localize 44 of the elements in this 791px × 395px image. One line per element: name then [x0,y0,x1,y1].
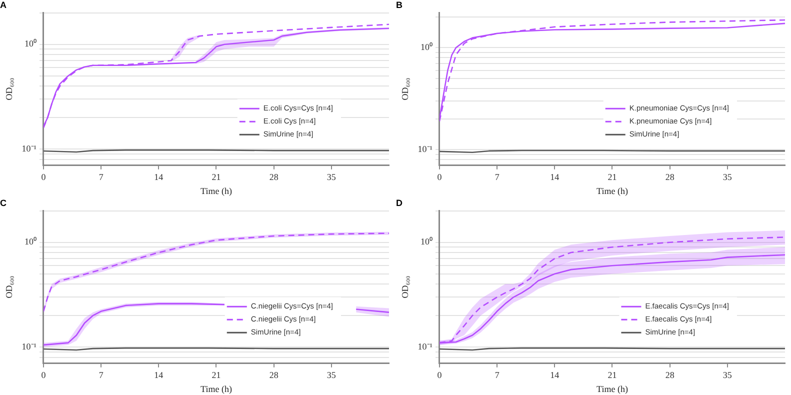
x-tick-label: 28 [665,172,675,182]
x-tick-label: 21 [212,172,221,182]
chart-title: D [396,198,403,208]
x-tick-label: 7 [98,370,104,380]
chart-title: C [0,198,7,208]
x-axis-title: Time (h) [200,384,232,394]
x-tick-label: 0 [41,370,46,380]
y-tick-label: 10⁰ [24,38,36,49]
y-axis-title: OD₆₀₀ [4,78,14,100]
x-tick-label: 7 [494,370,500,380]
chart-title: A [0,0,7,10]
x-tick-label: 0 [437,172,442,182]
x-tick-label: 35 [326,172,336,182]
y-tick-label: 10⁰ [420,236,432,247]
x-tick-label: 28 [665,370,675,380]
y-axis-title: OD₆₀₀ [4,276,14,298]
x-tick-label: 14 [550,370,560,380]
x-tick-label: 21 [608,172,617,182]
x-tick-label: 14 [154,370,164,380]
x-tick-label: 0 [41,172,46,182]
y-tick-label: 10⁻¹ [418,342,433,352]
x-axis-title: Time (h) [596,384,628,394]
x-tick-label: 35 [722,172,732,182]
x-axis-title: Time (h) [200,186,232,196]
y-axis-title: OD₆₀₀ [400,276,410,298]
y-tick-label: 10⁰ [24,236,36,247]
x-tick-label: 14 [154,172,164,182]
y-axis-title: OD₆₀₀ [400,78,410,100]
x-tick-label: 7 [98,172,104,182]
x-axis-title: Time (h) [596,186,628,196]
x-tick-label: 28 [269,172,279,182]
y-tick-label: 10⁻¹ [22,342,37,352]
y-tick-label: 10⁻¹ [22,144,37,154]
x-tick-label: 14 [550,172,560,182]
x-tick-label: 21 [608,370,617,380]
x-tick-label: 35 [326,370,336,380]
x-tick-label: 7 [494,172,500,182]
x-tick-label: 28 [269,370,279,380]
x-tick-label: 35 [722,370,732,380]
x-tick-label: 21 [212,370,221,380]
y-tick-label: 10⁻¹ [418,144,433,154]
chart-title: B [396,0,403,10]
y-tick-label: 10⁰ [420,42,432,52]
x-tick-label: 0 [437,370,442,380]
